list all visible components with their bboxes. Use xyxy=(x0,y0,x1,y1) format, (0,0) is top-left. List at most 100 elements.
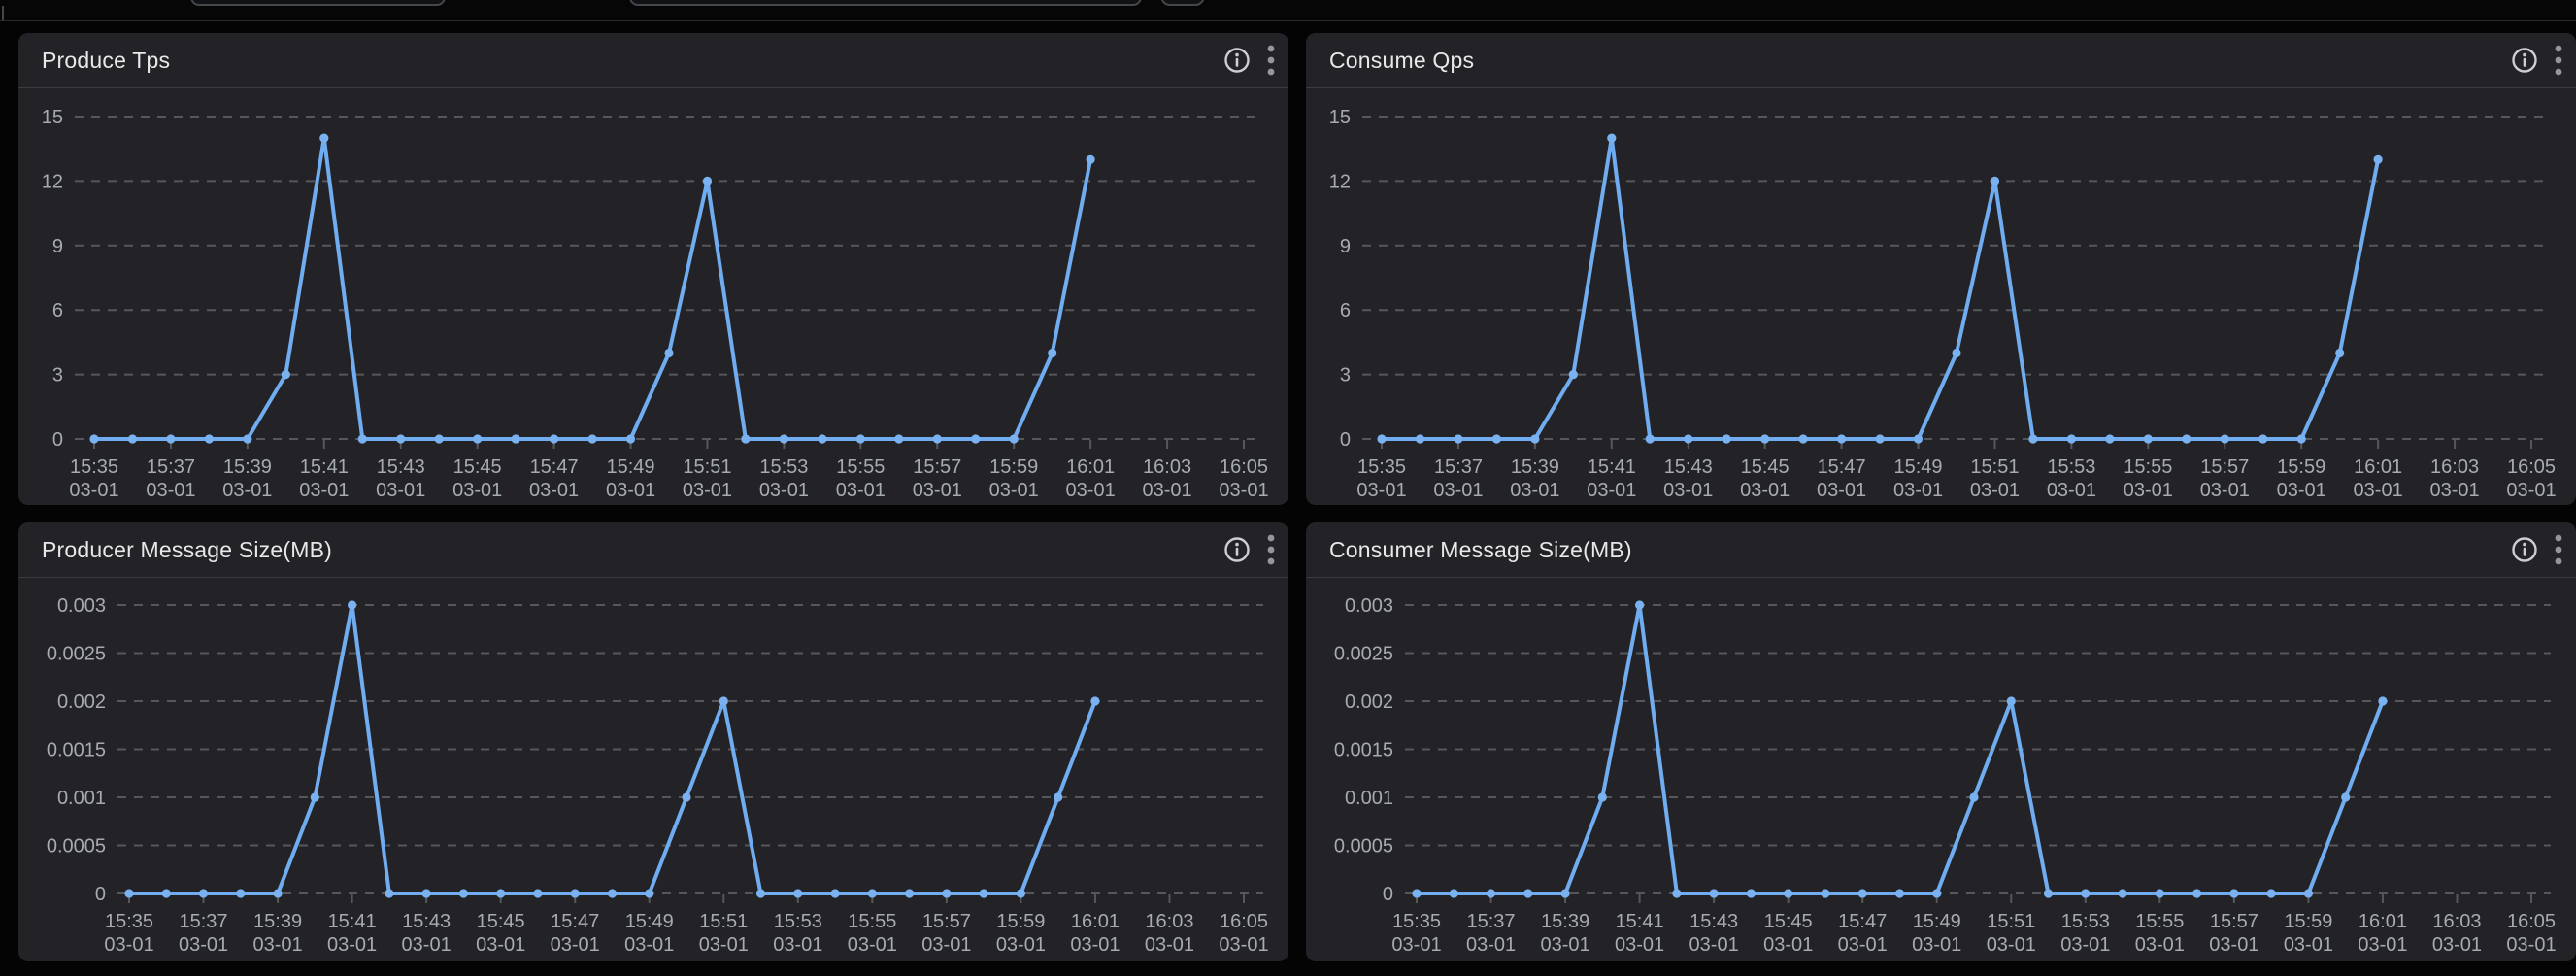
svg-text:03-01: 03-01 xyxy=(1466,934,1516,956)
svg-text:0.0005: 0.0005 xyxy=(1334,836,1393,858)
svg-text:15:49: 15:49 xyxy=(607,456,655,478)
svg-text:15:45: 15:45 xyxy=(453,456,502,478)
panel-title: Produce Tps xyxy=(42,47,171,73)
svg-text:15:57: 15:57 xyxy=(913,456,961,478)
svg-text:15:55: 15:55 xyxy=(848,911,896,932)
svg-text:15:47: 15:47 xyxy=(530,456,579,478)
svg-text:9: 9 xyxy=(52,236,63,257)
svg-text:16:03: 16:03 xyxy=(2430,456,2479,478)
svg-text:15:37: 15:37 xyxy=(180,911,228,932)
panel-producer-message-size: 0 0.0005 0.001 0.0015 0.002 0.0025 0.003 15:35 0… xyxy=(18,522,1288,961)
panel-title: Producer Message Size(MB) xyxy=(42,536,332,562)
svg-text:03-01: 03-01 xyxy=(1838,934,1888,956)
svg-text:15:41: 15:41 xyxy=(328,911,377,932)
info-icon[interactable] xyxy=(1222,46,1252,75)
kebab-menu-icon[interactable] xyxy=(1265,533,1277,566)
svg-text:03-01: 03-01 xyxy=(606,480,655,501)
svg-text:15:35: 15:35 xyxy=(105,911,153,932)
svg-text:03-01: 03-01 xyxy=(1663,480,1713,501)
svg-text:16:03: 16:03 xyxy=(1145,911,1193,932)
svg-text:03-01: 03-01 xyxy=(1763,934,1813,956)
svg-text:15:47: 15:47 xyxy=(1818,456,1866,478)
kebab-menu-icon[interactable] xyxy=(2553,44,2564,77)
produce-tps-chart[interactable]: 0369121515:3503-0115:3703-0115:3903-0115… xyxy=(18,33,1288,505)
svg-text:15:35: 15:35 xyxy=(1357,456,1406,478)
svg-text:15:39: 15:39 xyxy=(1541,911,1589,932)
svg-text:15:43: 15:43 xyxy=(1689,911,1738,932)
svg-text:03-01: 03-01 xyxy=(452,480,502,501)
svg-text:15: 15 xyxy=(42,107,63,128)
svg-text:03-01: 03-01 xyxy=(2047,480,2096,501)
svg-text:15:41: 15:41 xyxy=(300,456,349,478)
svg-text:15:45: 15:45 xyxy=(1741,456,1790,478)
svg-text:16:05: 16:05 xyxy=(1220,911,1268,932)
svg-text:03-01: 03-01 xyxy=(179,934,228,956)
producer-message-size-chart[interactable]: 00.00050.0010.00150.0020.00250.00315:350… xyxy=(18,522,1288,961)
info-icon[interactable] xyxy=(2510,46,2539,75)
svg-text:03-01: 03-01 xyxy=(1219,934,1268,956)
svg-text:03-01: 03-01 xyxy=(2429,480,2479,501)
svg-text:03-01: 03-01 xyxy=(848,934,897,956)
svg-text:12: 12 xyxy=(42,171,63,192)
svg-text:03-01: 03-01 xyxy=(2506,480,2556,501)
svg-text:15:57: 15:57 xyxy=(2200,456,2249,478)
svg-text:03-01: 03-01 xyxy=(222,480,272,501)
svg-text:03-01: 03-01 xyxy=(2506,934,2556,956)
svg-text:0.0005: 0.0005 xyxy=(47,836,106,858)
svg-text:3: 3 xyxy=(1340,365,1351,387)
svg-text:0.003: 0.003 xyxy=(1345,595,1393,617)
panel-title: Consume Qps xyxy=(1329,47,1475,73)
kebab-menu-icon[interactable] xyxy=(1265,44,1277,77)
svg-text:12: 12 xyxy=(1329,171,1351,192)
toolbar-select-input-2[interactable] xyxy=(629,0,1142,6)
svg-text:0.002: 0.002 xyxy=(57,691,106,713)
svg-text:03-01: 03-01 xyxy=(773,934,822,956)
svg-text:03-01: 03-01 xyxy=(1740,480,1790,501)
svg-text:0.001: 0.001 xyxy=(57,788,106,809)
svg-text:03-01: 03-01 xyxy=(1893,480,1943,501)
consumer-message-size-chart[interactable]: 00.00050.0010.00150.0020.00250.00315:350… xyxy=(1306,522,2576,961)
svg-text:03-01: 03-01 xyxy=(2277,480,2326,501)
svg-text:03-01: 03-01 xyxy=(1987,934,2036,956)
svg-text:03-01: 03-01 xyxy=(836,480,886,501)
toolbar-select-input-1[interactable] xyxy=(190,0,446,6)
svg-text:15:59: 15:59 xyxy=(2284,911,2332,932)
info-icon[interactable] xyxy=(1222,535,1252,564)
svg-text:03-01: 03-01 xyxy=(551,934,600,956)
svg-text:03-01: 03-01 xyxy=(1540,934,1589,956)
svg-text:03-01: 03-01 xyxy=(1970,480,2020,501)
svg-text:15:51: 15:51 xyxy=(699,911,748,932)
svg-text:03-01: 03-01 xyxy=(1587,480,1636,501)
svg-text:3: 3 xyxy=(52,365,63,387)
svg-text:03-01: 03-01 xyxy=(2358,934,2407,956)
svg-text:15:53: 15:53 xyxy=(774,911,822,932)
svg-text:0.0025: 0.0025 xyxy=(47,644,106,665)
svg-text:03-01: 03-01 xyxy=(1433,480,1483,501)
panel-header: Consumer Message Size(MB) xyxy=(1306,522,2576,578)
svg-text:15: 15 xyxy=(1329,107,1351,128)
svg-text:03-01: 03-01 xyxy=(327,934,377,956)
svg-text:15:51: 15:51 xyxy=(683,456,731,478)
svg-text:15:57: 15:57 xyxy=(922,911,971,932)
consume-qps-chart[interactable]: 0369121515:3503-0115:3703-0115:3903-0115… xyxy=(1306,33,2576,505)
svg-text:03-01: 03-01 xyxy=(1391,934,1441,956)
svg-text:15:53: 15:53 xyxy=(759,456,808,478)
svg-text:0: 0 xyxy=(52,429,63,451)
svg-text:15:59: 15:59 xyxy=(989,456,1038,478)
svg-text:16:01: 16:01 xyxy=(2359,911,2407,932)
toolbar-button[interactable] xyxy=(1160,0,1205,6)
svg-text:03-01: 03-01 xyxy=(1145,934,1194,956)
svg-text:0.0015: 0.0015 xyxy=(47,740,106,761)
info-icon[interactable] xyxy=(2510,535,2539,564)
svg-text:16:01: 16:01 xyxy=(2354,456,2402,478)
kebab-menu-icon[interactable] xyxy=(2553,533,2564,566)
panel-header: Producer Message Size(MB) xyxy=(18,522,1288,578)
svg-text:03-01: 03-01 xyxy=(913,480,962,501)
svg-text:03-01: 03-01 xyxy=(252,934,302,956)
svg-text:9: 9 xyxy=(1340,236,1351,257)
svg-text:03-01: 03-01 xyxy=(104,934,153,956)
svg-text:03-01: 03-01 xyxy=(1066,480,1116,501)
svg-text:03-01: 03-01 xyxy=(2135,934,2185,956)
panel-header: Produce Tps xyxy=(18,33,1288,88)
